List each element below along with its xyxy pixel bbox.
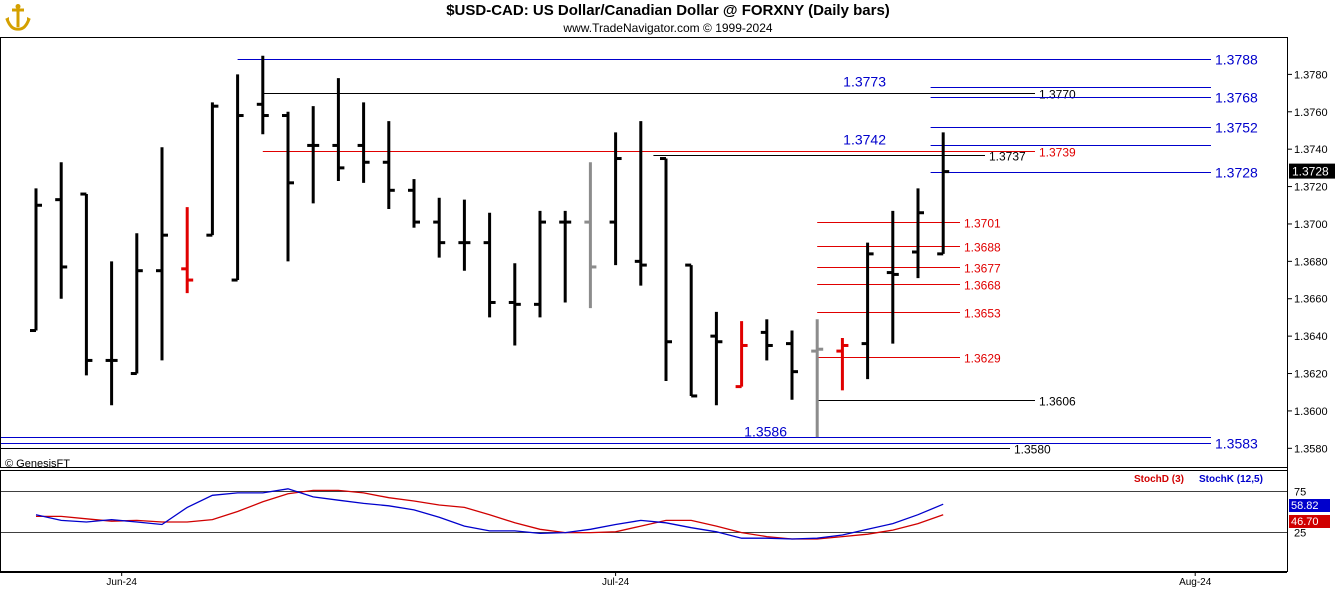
time-axis: Jun-24 Jul-24 Aug-24	[106, 572, 1212, 588]
last-price-label: 1.3728	[1292, 165, 1329, 179]
price-tick-label: 1.3660	[1294, 294, 1328, 306]
price-tick-label: 1.3700	[1294, 219, 1328, 231]
stoch-last-value-label: 58.82	[1291, 500, 1319, 512]
chart-subtitle: www.TradeNavigator.com © 1999-2024	[563, 21, 773, 35]
ohlc-bar	[508, 263, 521, 346]
last-price-box	[1289, 163, 1335, 179]
ohlc-bar	[584, 162, 597, 309]
ohlc-bar	[80, 192, 93, 376]
ohlc-bar	[156, 147, 168, 361]
level-label: 1.3742	[843, 132, 886, 148]
ohlc-bar	[710, 311, 723, 406]
price-axis: 1.3580 1.3600 1.3620 1.3640 1.3660 1.3680 1.37…	[1287, 69, 1328, 455]
stoch-tick-label: 75	[1294, 487, 1306, 499]
ohlc-bar	[609, 132, 622, 266]
ohlc-bar	[256, 55, 269, 135]
ohlc-bar	[408, 179, 420, 228]
ohlc-bar	[912, 188, 924, 279]
ohlc-bar	[634, 121, 647, 286]
ohlc-bar	[130, 233, 143, 376]
time-tick-label: Jun-24	[106, 577, 137, 588]
level-label: 1.3752	[1215, 120, 1258, 136]
ohlc-bar	[937, 132, 950, 256]
ohlc-bar	[836, 338, 849, 391]
stochastic-panel: 25 75 46.70 58.82	[1, 487, 1330, 540]
ohlc-bar	[811, 319, 824, 438]
level-label: 1.3688	[964, 241, 1001, 255]
ohlc-bar	[55, 162, 68, 299]
ohlc-bar	[282, 111, 294, 262]
level-label: 1.3728	[1215, 165, 1258, 181]
time-tick-label: Jul-24	[602, 577, 630, 588]
ohlc-bar	[735, 321, 748, 389]
ohlc-bar	[231, 74, 244, 282]
ohlc-bar	[685, 263, 698, 398]
price-tick-label: 1.3620	[1294, 369, 1328, 381]
level-label: 1.3770	[1039, 88, 1076, 102]
stoch-series-line	[36, 489, 944, 540]
price-levels: 1.3788 1.3773 1.3770 1.3768 1.3752 1.3742 1.37…	[1, 52, 1258, 457]
stoch-last-value-box	[1289, 499, 1330, 512]
price-tick-label: 1.3740	[1294, 144, 1328, 156]
legend-stoch-d: StochD (3)	[1134, 474, 1184, 485]
level-label: 1.3768	[1215, 90, 1258, 106]
ohlc-bar	[332, 78, 345, 181]
level-label: 1.3606	[1039, 395, 1076, 409]
ohlc-bar	[760, 319, 773, 361]
ohlc-bar	[559, 210, 572, 303]
ohlc-bar	[660, 157, 672, 381]
ohlc-bar	[105, 261, 118, 406]
level-label: 1.3586	[744, 424, 787, 440]
price-tick-label: 1.3580	[1294, 443, 1328, 455]
ohlc-bar	[433, 197, 446, 258]
level-label: 1.3668	[964, 279, 1001, 293]
ohlc-bar	[181, 207, 194, 294]
time-tick-label: Aug-24	[1179, 577, 1212, 588]
level-label: 1.3583	[1215, 436, 1258, 452]
stoch-last-value-box	[1289, 515, 1330, 528]
ohlc-bars	[30, 55, 950, 438]
level-label: 1.3701	[964, 217, 1001, 231]
level-label: 1.3737	[989, 150, 1026, 164]
price-tick-label: 1.3760	[1294, 107, 1328, 119]
level-label: 1.3788	[1215, 52, 1258, 68]
price-panel-frame	[0, 37, 1288, 468]
level-label: 1.3773	[843, 74, 886, 90]
ohlc-bar	[534, 210, 546, 318]
level-label: 1.3677	[964, 262, 1001, 276]
price-tick-label: 1.3720	[1294, 182, 1328, 194]
ohlc-bar	[483, 212, 496, 318]
copyright-label: © GenesisFT	[5, 458, 70, 470]
level-label: 1.3580	[1014, 443, 1051, 457]
price-tick-label: 1.3780	[1294, 69, 1328, 81]
chart-title: $USD-CAD: US Dollar/Canadian Dollar @ FO…	[446, 2, 890, 19]
ohlc-bar	[382, 121, 395, 209]
legend-stoch-k: StochK (12,5)	[1199, 474, 1263, 485]
level-label: 1.3653	[964, 307, 1001, 321]
last-price-marker: 1.3728	[1289, 163, 1335, 179]
ohlc-bar	[30, 188, 42, 333]
ohlc-bar	[786, 330, 798, 400]
stoch-tick-label: 25	[1294, 528, 1306, 540]
price-tick-label: 1.3640	[1294, 331, 1328, 343]
ohlc-bar	[458, 199, 471, 271]
stoch-series-line	[35, 488, 944, 540]
level-label: 1.3739	[1039, 146, 1076, 160]
stoch-last-value-label: 46.70	[1291, 516, 1319, 528]
ohlc-bar	[886, 210, 899, 344]
level-label: 1.3629	[964, 352, 1001, 366]
price-tick-label: 1.3600	[1294, 406, 1328, 418]
ohlc-bar	[861, 242, 874, 380]
ohlc-bar	[206, 102, 219, 237]
ohlc-bar	[357, 102, 370, 183]
price-tick-label: 1.3680	[1294, 256, 1328, 268]
anchor-logo-icon	[3, 3, 33, 33]
ohlc-bar	[307, 106, 320, 204]
